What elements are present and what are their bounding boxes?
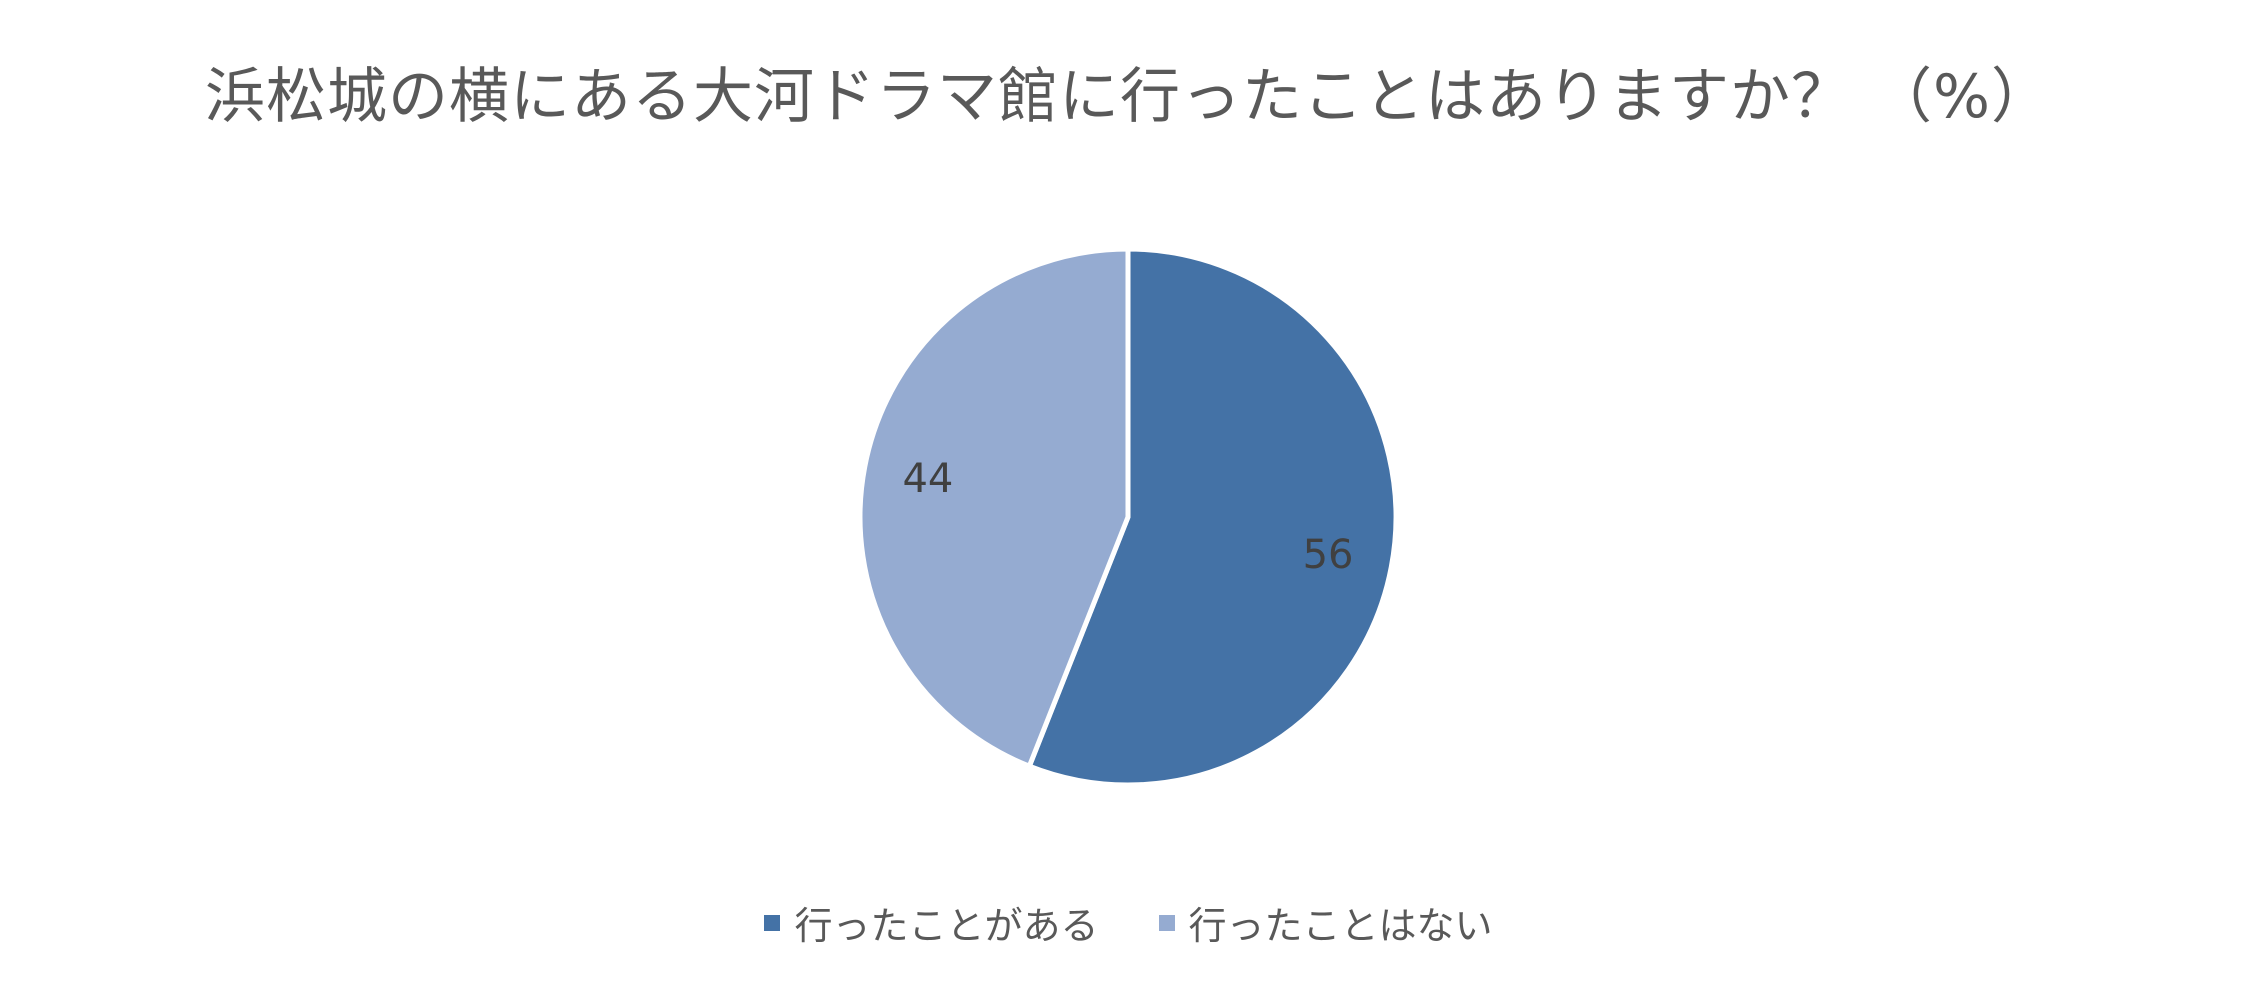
legend-item-not-visited[interactable]: 行ったことはない	[1158, 895, 1493, 950]
legend: 行ったことがある 行ったことはない	[0, 895, 2257, 950]
pie-data-labels: 56 44	[902, 456, 1353, 578]
pie-slice-not-visited[interactable]	[857, 246, 1131, 769]
data-label-not-visited: 44	[902, 456, 953, 502]
legend-swatch-not-visited	[1158, 914, 1175, 931]
pie-slice-visited[interactable]	[1026, 246, 1399, 788]
legend-label-visited: 行ったことがある	[794, 904, 1099, 948]
legend-item-visited[interactable]: 行ったことがある	[764, 895, 1099, 950]
pie-slices	[857, 246, 1399, 788]
legend-swatch-visited	[764, 914, 781, 931]
legend-label-not-visited: 行ったことはない	[1188, 904, 1493, 948]
chart-title: 浜松城の横にある大河ドラマ館に行ったことはありますか？ （%）	[204, 62, 2053, 132]
data-label-visited: 56	[1303, 532, 1354, 578]
